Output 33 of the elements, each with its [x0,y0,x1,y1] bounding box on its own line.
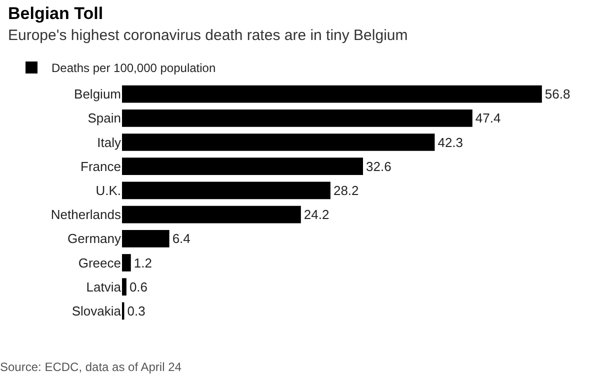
bar [122,254,131,272]
data-label: 56.8 [544,86,570,102]
source-note: Source: ECDC, data as of April 24 [0,360,182,374]
data-label: 42.3 [438,134,464,150]
data-label: 1.2 [134,255,152,270]
data-label: 0.6 [129,279,148,294]
data-label: 47.4 [475,110,501,126]
data-label: 24.2 [304,207,330,222]
bar [122,278,126,296]
data-label: 28.2 [333,182,359,198]
chart-title: Belgian Toll [8,4,104,23]
bar [122,230,170,248]
bar [122,182,330,200]
bar [122,109,472,127]
chart-subtitle: Europe's highest coronavirus death rates are in tiny Belgium [8,27,408,44]
y-tick-label: Latvia [86,279,122,294]
bar [122,134,435,151]
y-tick-label: Greece [78,255,121,270]
y-tick-label: U.K. [96,183,121,198]
y-tick-label: Belgium [74,86,121,102]
y-tick-label: Germany [68,231,122,246]
y-tick-label: Italy [97,134,122,150]
y-tick-label: Slovakia [72,304,122,318]
data-label: 32.6 [366,158,392,174]
bar [122,206,301,224]
y-tick-label: Netherlands [50,207,122,222]
bar [122,158,363,176]
data-label: 6.4 [172,231,190,246]
y-tick-label: France [80,158,121,174]
legend-label: Deaths per 100,000 population [52,61,216,76]
bar [122,85,542,103]
data-label: 0.3 [127,303,146,318]
y-tick-label: Spain [88,110,121,126]
